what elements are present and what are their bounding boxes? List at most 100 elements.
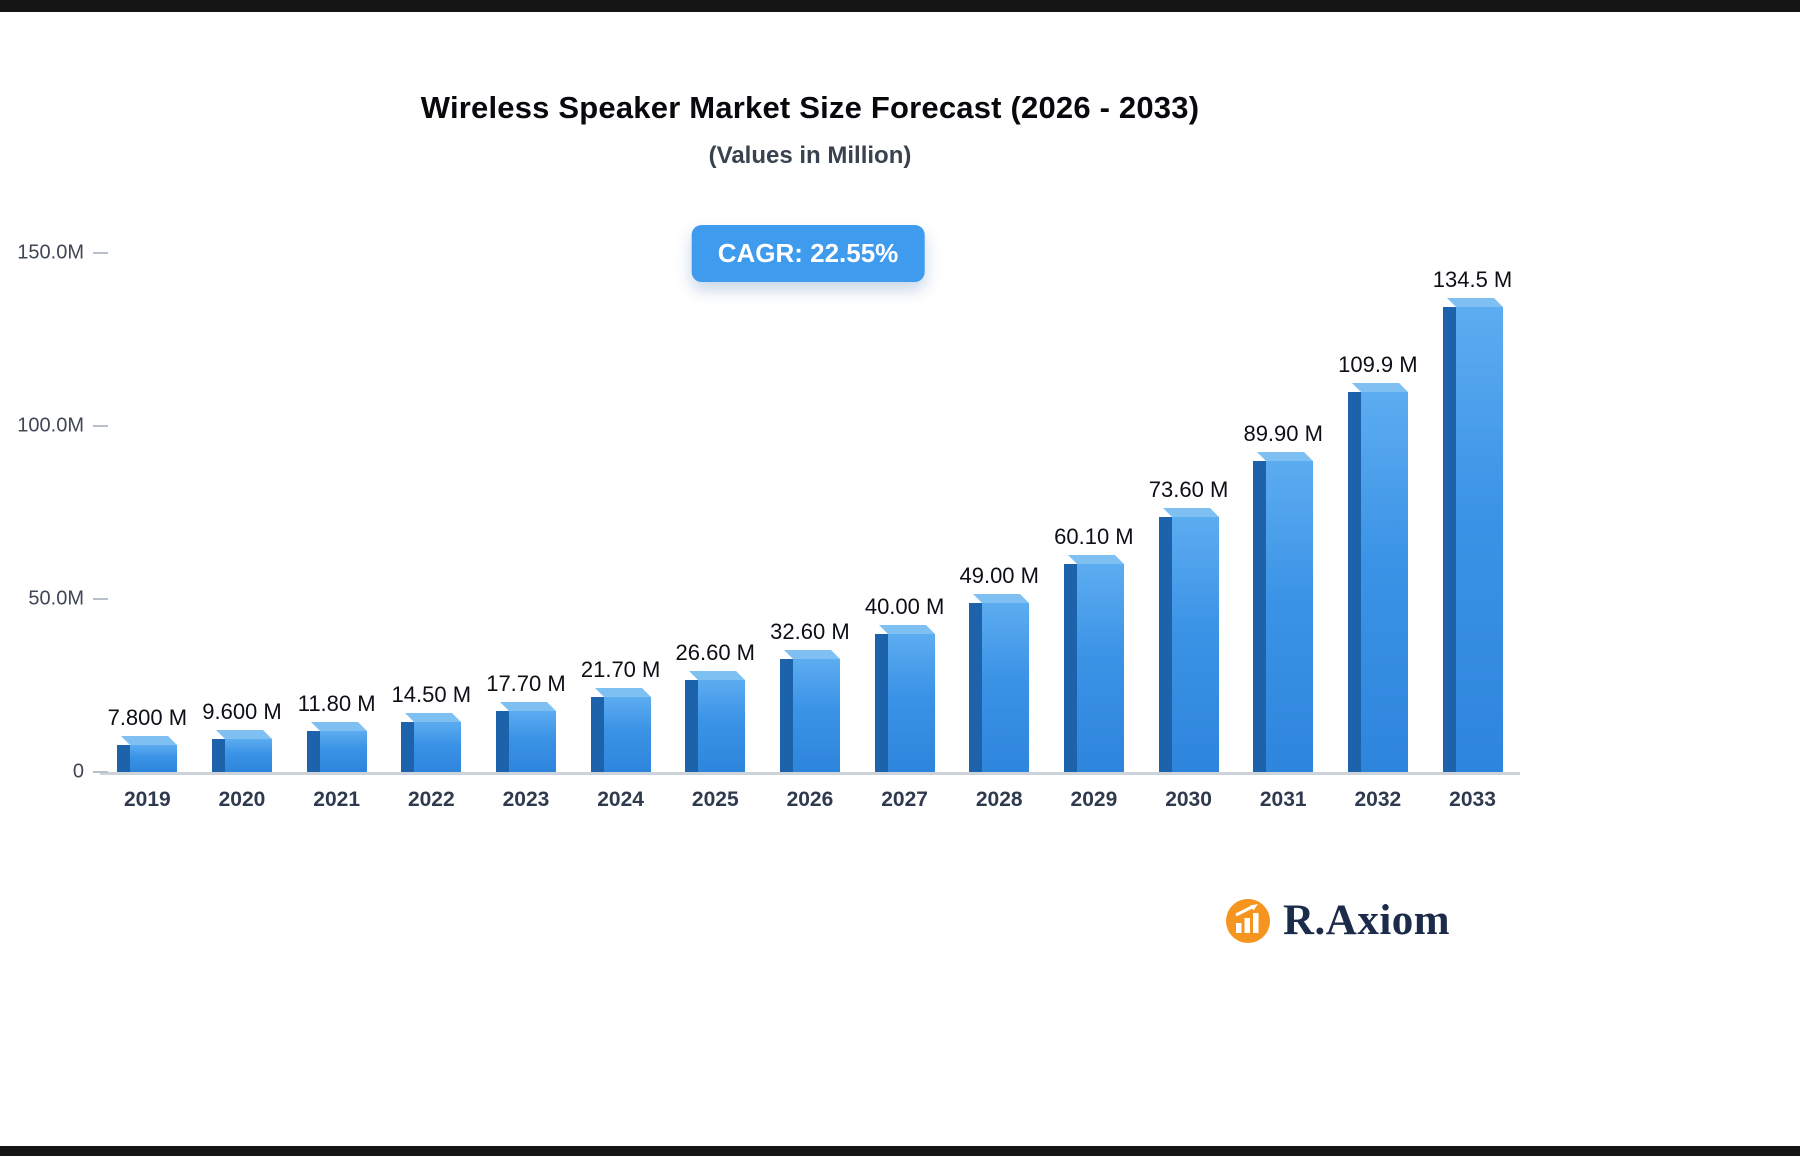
x-axis-label: 2033 [1449,788,1496,811]
bar-value-label: 49.00 M [959,562,1039,588]
bar-group: 60.10 M [1047,524,1141,772]
bar [874,624,935,772]
bar [1063,555,1124,772]
bar [495,701,556,772]
bar-group: 14.50 M [384,682,478,772]
bar-side-face [685,680,699,772]
bar-chart-icon [1226,898,1270,943]
x-axis: 2019 2020 2021 2022 2023 2024 2025 2026 2027 2028… [100,788,1520,812]
bar-side-face [495,710,509,772]
bar-side-face [401,721,415,772]
bar-value-label: 109.9 M [1338,351,1418,377]
x-axis-label: 2032 [1354,788,1402,811]
bar-value-label: 89.90 M [1243,420,1323,446]
bar-side-face [1347,391,1361,772]
bar [779,650,840,772]
bar [590,687,651,772]
bars: 7.800 M 9.600 M 11.80 M 14.50 M 17.70 M 21.70… [100,253,1520,772]
x-axis-label: 2020 [218,788,266,811]
bar [1253,451,1314,772]
bar-side-face [969,602,983,772]
bar-value-label: 26.60 M [675,640,756,665]
bar-side-face [1063,564,1077,772]
chart-subtitle: (Values in Million) [708,142,912,169]
bar [211,729,272,772]
bar [1347,382,1408,772]
x-axis-label: 2023 [502,788,550,811]
bar-side-face [1442,306,1456,772]
bar-group: 9.600 M [195,699,289,772]
cagr-badge: CAGR: 22.55% [691,225,925,282]
bar-front-face [1266,460,1314,772]
bar-cap-face [1446,297,1503,307]
bar-side-face [306,731,320,772]
bar-front-face [792,659,840,772]
bar-front-face [319,731,367,772]
bar-front-face [603,696,651,772]
brand-name: R.Axiom [1283,897,1451,944]
bar-cap-face [594,687,651,697]
x-axis-label: 2030 [1165,788,1212,811]
y-axis-tick [93,598,108,600]
bar-front-face [887,633,935,772]
bar-cap-face [878,624,935,634]
bar-side-face [1253,460,1267,772]
x-axis-label: 2024 [597,788,644,811]
bar [685,671,746,772]
bar-cap-face [1162,508,1219,518]
bar-cap-face [405,712,462,722]
x-axis-label: 2022 [407,788,455,811]
bar-cap-face [215,729,272,739]
bar-side-face [117,745,131,772]
bar-cap-face [1257,451,1314,461]
x-axis-label: 2028 [975,788,1023,811]
bar-value-label: 21.70 M [580,656,661,682]
bar-group: 26.60 M [668,640,762,772]
bar-group: 11.80 M [290,691,384,772]
y-axis-tick-label: 0 [72,760,84,783]
x-axis-label: 2019 [123,788,171,811]
bar-group: 21.70 M [574,657,668,772]
bar-front-face [1455,306,1503,772]
bar-value-label: 7.800 M [107,705,188,730]
bar-cap-face [689,671,746,680]
bar-side-face [874,633,888,772]
bar-group: 17.70 M [479,671,573,772]
x-axis-label: 2025 [691,788,739,811]
bar-cap-face [783,650,840,660]
bar-front-face [1076,564,1124,772]
bar-front-face [698,680,746,772]
bottom-border-strip [0,1146,1800,1156]
bar-cap-face [499,701,556,711]
bar-value-label: 60.10 M [1054,524,1134,550]
bar [969,593,1030,772]
bar [1442,297,1503,772]
x-axis-label: 2021 [313,788,360,811]
bar-side-face [779,659,793,772]
y-axis-tick [93,771,108,773]
bar-cap-face [1067,555,1124,565]
bar-side-face [211,738,225,772]
bar-side-face [590,696,604,772]
x-axis-label: 2027 [881,788,928,811]
bar-front-face [982,602,1030,772]
y-axis-tick-label: 50.0M [28,587,84,610]
bar-group: 49.00 M [952,563,1046,772]
bar-cap-face [121,736,178,745]
y-axis-tick-label: 150.0M [17,241,84,264]
bar-front-face [130,745,178,772]
bar-group: 40.00 M [858,594,952,772]
plot-area: 150.0M 100.0M 50.0M 0 7.800 M 9.600 M 11.80 M… [17,242,1520,783]
bar-value-label: 11.80 M [297,691,376,717]
bar-value-label: 40.00 M [864,593,945,619]
bar [306,722,367,772]
bar [401,712,462,772]
bar-cap-face [310,722,367,732]
chart-title: Wireless Speaker Market Size Forecast (2… [420,90,1200,125]
bar-value-label: 134.5 M [1432,266,1513,292]
brand-logo: R.Axiom [1224,896,1450,945]
chart-header: Wireless Speaker Market Size Forecast (2… [0,90,1620,170]
bar-front-face [224,738,272,772]
x-axis-label: 2029 [1070,788,1118,811]
